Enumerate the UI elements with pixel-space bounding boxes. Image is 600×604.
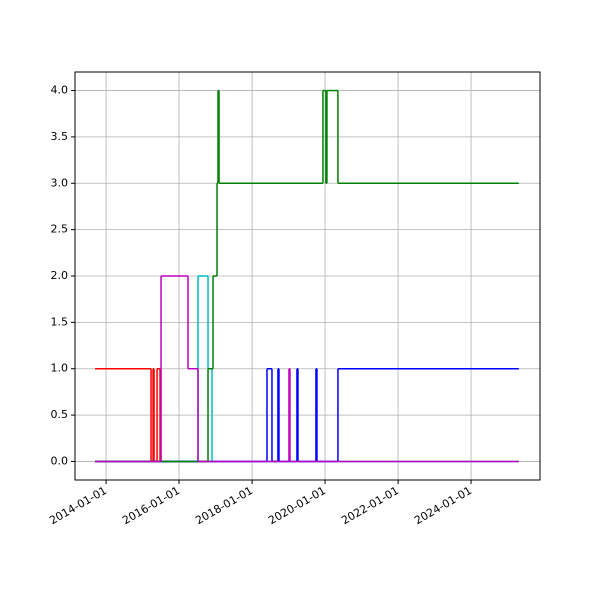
y-tick-label: 1.0 <box>51 362 69 375</box>
x-tick-label: 2014-01-01 <box>47 484 109 527</box>
y-tick-label: 0.5 <box>51 408 69 421</box>
plot-frame <box>74 71 541 481</box>
x-tick-label: 2016-01-01 <box>120 484 182 527</box>
y-tick-label: 0.0 <box>51 454 69 467</box>
x-tick-label: 2020-01-01 <box>266 484 328 527</box>
y-tick-label: 3.0 <box>51 176 69 189</box>
y-tick-label: 3.5 <box>51 130 69 143</box>
x-tick-label: 2022-01-01 <box>339 484 401 527</box>
y-tick-label: 2.5 <box>51 223 69 236</box>
y-tick-label: 1.5 <box>51 315 69 328</box>
y-tick-label: 2.0 <box>51 269 69 282</box>
x-tick-label: 2018-01-01 <box>193 484 255 527</box>
x-tick-label: 2024-01-01 <box>412 484 474 527</box>
y-tick-label: 4.0 <box>51 84 69 97</box>
